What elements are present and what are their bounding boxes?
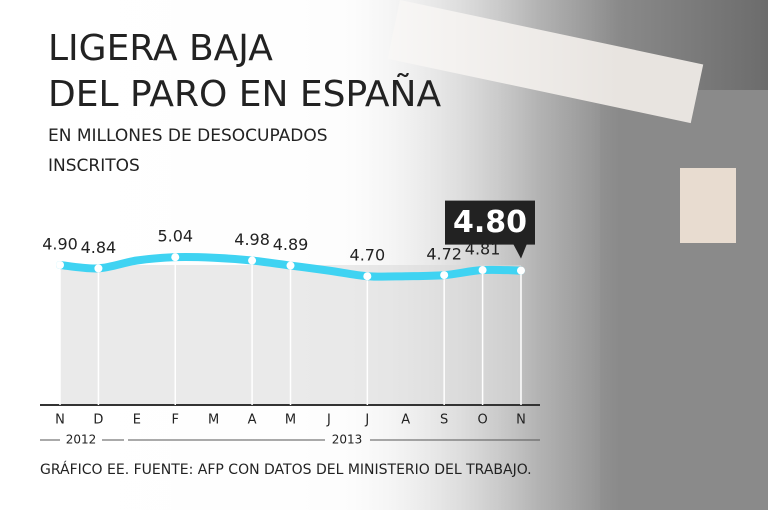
- point: [248, 256, 257, 265]
- building: [600, 90, 768, 510]
- x-tick-label: J: [326, 413, 331, 428]
- point: [286, 261, 295, 270]
- x-tick-label: S: [440, 413, 448, 428]
- value-label: 4.89: [273, 235, 309, 254]
- x-tick-label: N: [516, 413, 526, 428]
- value-label: 4.70: [350, 246, 386, 265]
- x-tick-label: F: [172, 413, 179, 428]
- chart-title: DEL PARO EN ESPAÑA: [48, 73, 441, 115]
- highlight-pointer: [513, 243, 527, 259]
- x-tick-label: A: [248, 413, 257, 428]
- point: [171, 253, 180, 262]
- value-label: 4.80: [453, 205, 527, 240]
- x-tick-label: D: [93, 413, 103, 428]
- x-tick-label: N: [55, 413, 65, 428]
- x-tick-label: E: [133, 413, 141, 428]
- highlight-box: [445, 200, 535, 245]
- point: [94, 264, 103, 273]
- chart-title: LIGERA BAJA: [48, 28, 273, 69]
- year-label: 2013: [332, 433, 363, 447]
- value-label: 4.90: [42, 235, 78, 254]
- year-label: 2012: [66, 433, 97, 447]
- value-label: 4.72: [426, 245, 462, 264]
- point: [517, 266, 525, 275]
- x-tick-label: J: [364, 413, 369, 428]
- point: [478, 266, 487, 275]
- x-tick-label: O: [477, 413, 487, 428]
- subtitle: EN MILLONES DE DESOCUPADOS: [48, 126, 328, 146]
- value-label: 4.98: [234, 230, 270, 249]
- source: GRÁFICO EE. FUENTE: AFP CON DATOS DEL MI…: [40, 461, 532, 478]
- value-label: 5.04: [157, 227, 193, 246]
- point: [440, 271, 449, 280]
- overlay: [0, 0, 620, 510]
- subtitle: INSCRITOS: [48, 156, 140, 176]
- sign: [680, 168, 736, 243]
- value-label: 4.84: [81, 238, 117, 257]
- point: [56, 261, 64, 269]
- x-tick-label: A: [401, 413, 410, 428]
- x-tick-label: M: [208, 413, 219, 428]
- point: [363, 272, 372, 281]
- x-tick-label: M: [285, 413, 296, 428]
